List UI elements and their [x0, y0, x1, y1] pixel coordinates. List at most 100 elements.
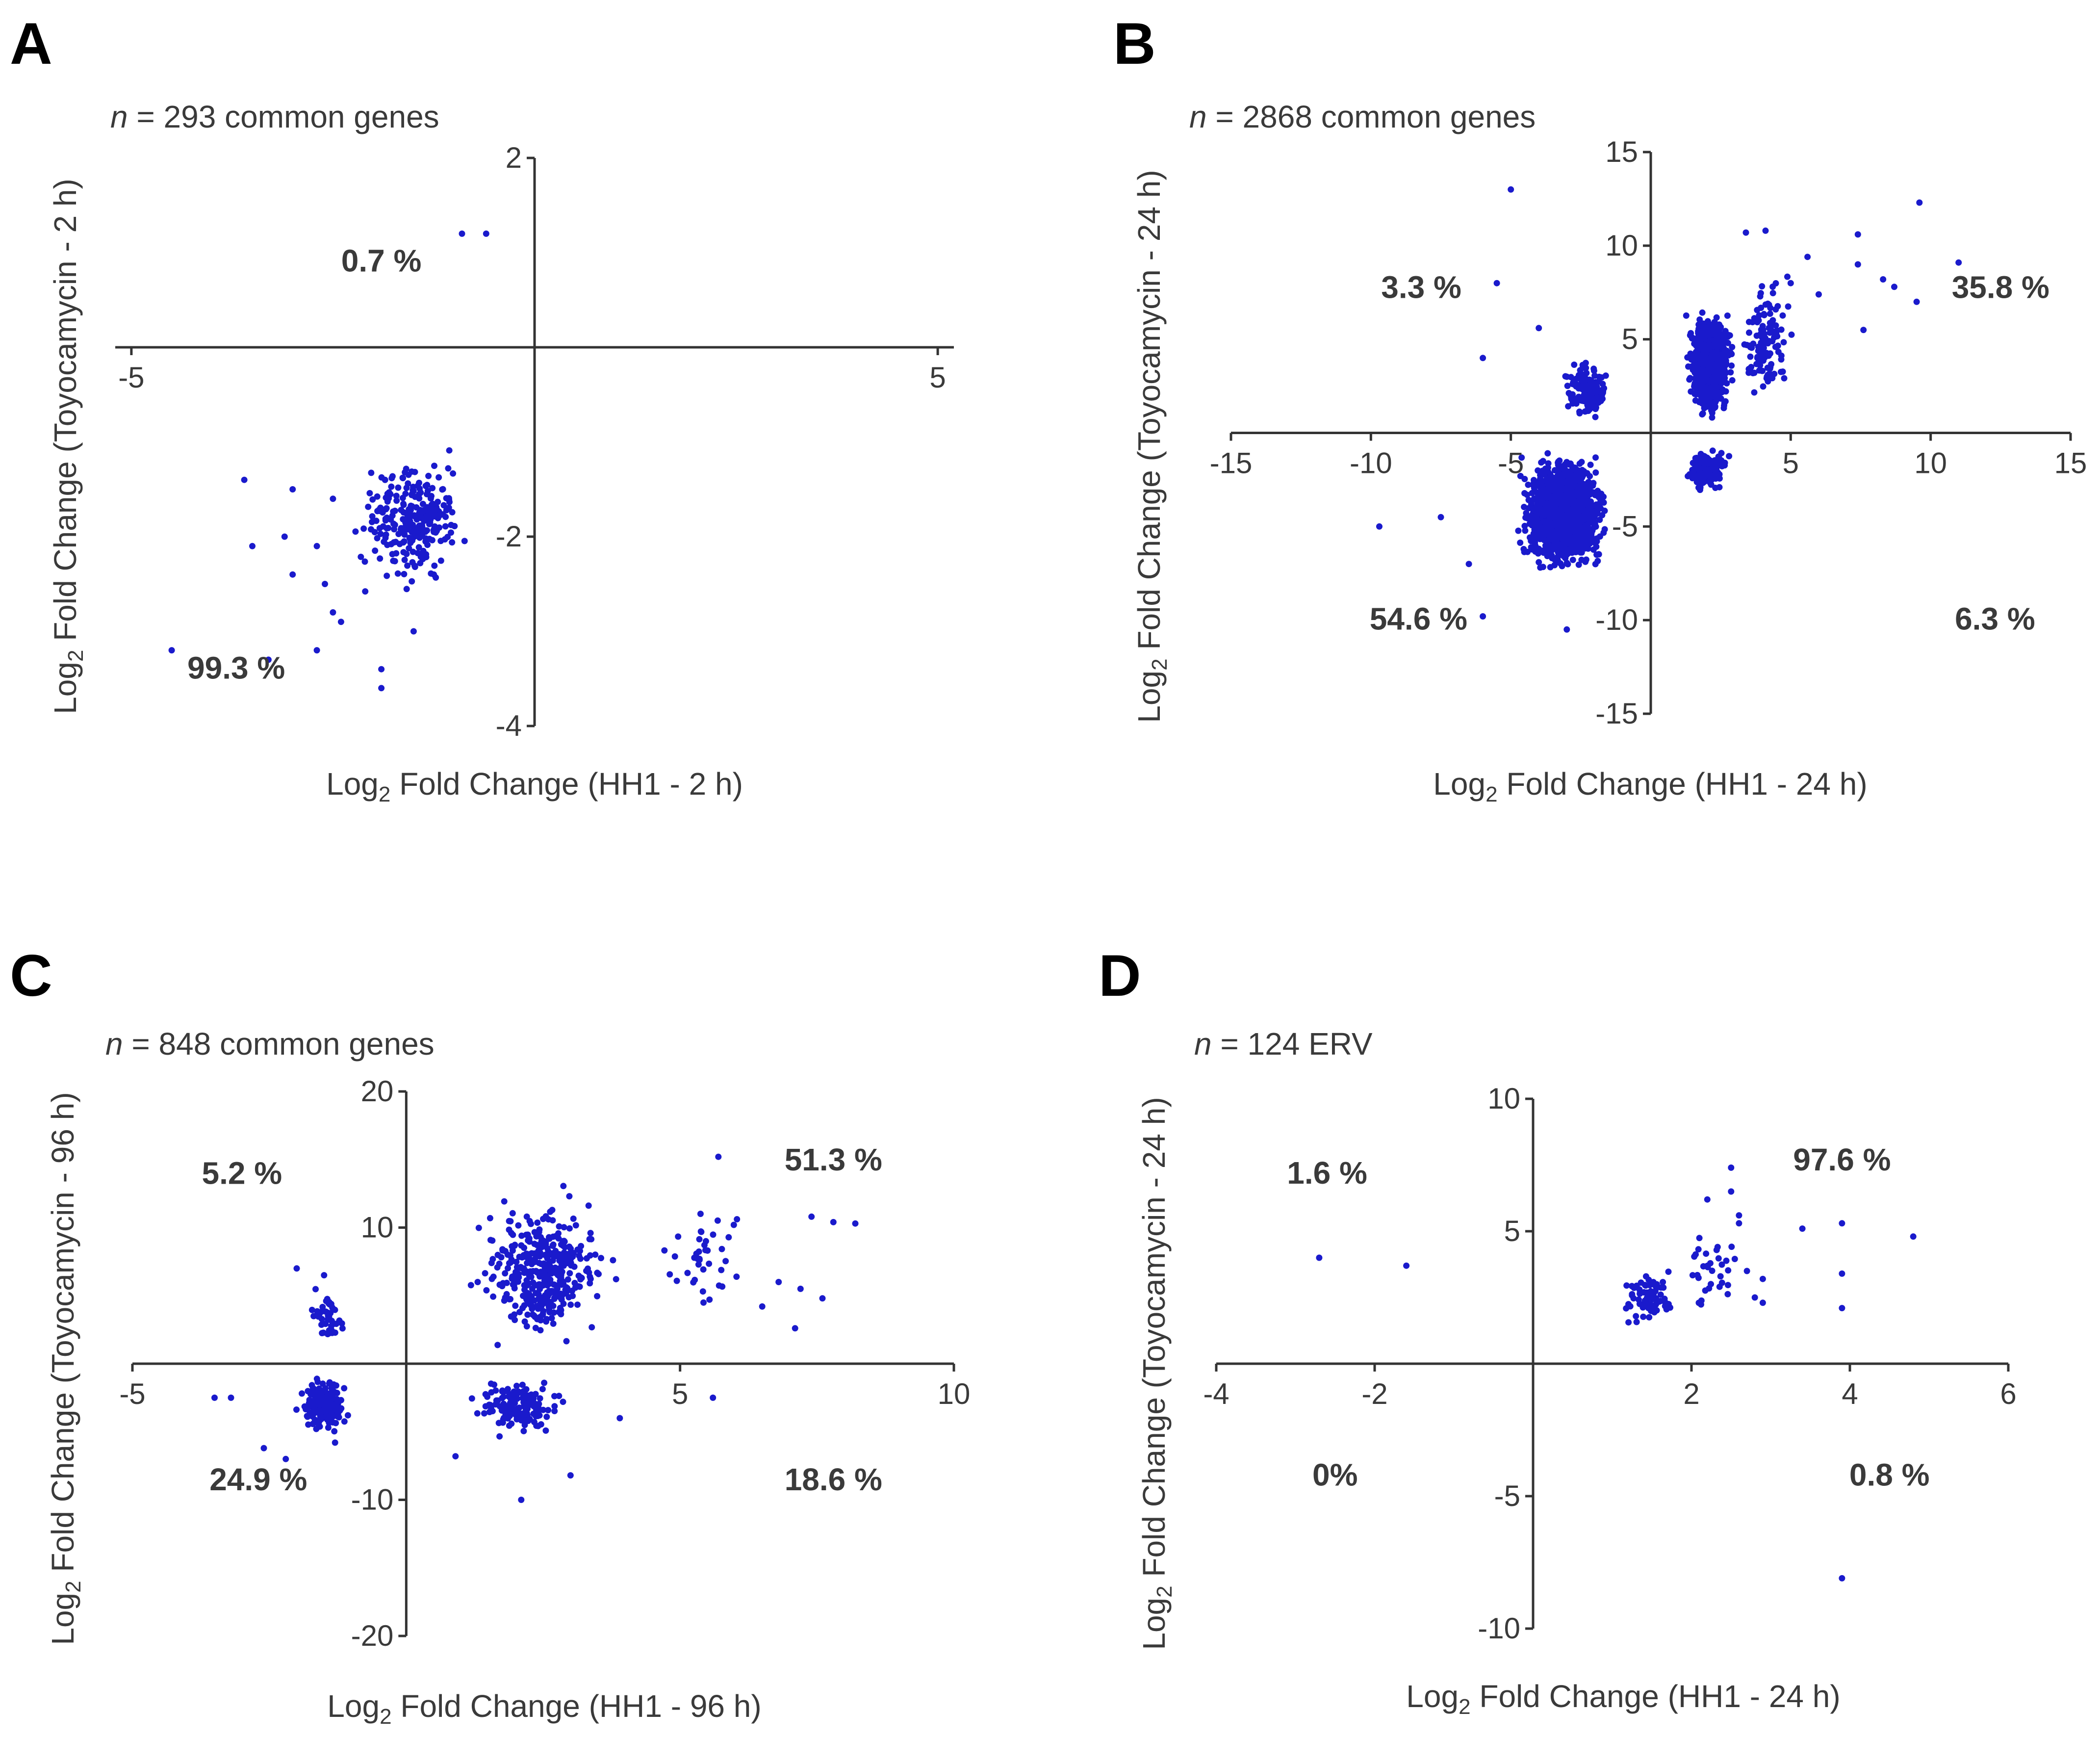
data-point: [1759, 283, 1766, 290]
data-point: [1583, 556, 1589, 563]
data-point: [610, 1257, 616, 1264]
data-point: [1695, 328, 1702, 335]
data-point: [1569, 397, 1576, 404]
subtitle: n = 848 common genes: [105, 1026, 435, 1062]
subtitle-text: = 2868 common genes: [1207, 99, 1536, 134]
data-point: [1784, 273, 1791, 280]
data-point: [508, 1230, 514, 1237]
data-point: [1717, 395, 1724, 402]
data-point: [1576, 408, 1583, 415]
data-point: [511, 1242, 518, 1249]
panel-c: C n = 848 common genes -5 5 10 20 10 -10 -20 5…: [10, 943, 970, 1729]
data-point: [539, 1386, 546, 1393]
data-point: [293, 1406, 300, 1413]
data-point: [576, 1283, 583, 1290]
data-point: [1726, 453, 1733, 460]
data-point: [521, 1286, 528, 1293]
data-point: [706, 1296, 713, 1303]
data-point: [1755, 347, 1762, 354]
data-point: [560, 1399, 566, 1405]
data-point: [1736, 1220, 1742, 1227]
data-point: [697, 1228, 704, 1235]
data-point: [1582, 507, 1589, 514]
data-point: [1541, 471, 1548, 478]
data-point: [1548, 473, 1555, 480]
data-point: [1715, 453, 1722, 460]
data-point: [551, 1393, 558, 1400]
subtitle: n = 124 ERV: [1194, 1026, 1373, 1062]
data-point: [415, 544, 422, 551]
x-axis-title: Log2 Fold Change (HH1 - 24 h): [1406, 1679, 1840, 1719]
data-point: [549, 1252, 556, 1259]
data-point: [1769, 317, 1776, 324]
data-point: [592, 1251, 599, 1258]
data-point: [1564, 383, 1571, 389]
panel-letter: D: [1099, 943, 1141, 1009]
data-point: [452, 1453, 459, 1460]
data-point: [1557, 560, 1564, 567]
data-point: [1539, 535, 1546, 542]
data-point: [1696, 1235, 1703, 1242]
data-point: [560, 1183, 567, 1190]
data-point: [1710, 350, 1716, 357]
data-point: [1567, 374, 1574, 381]
x-tick-label: -2: [1361, 1377, 1387, 1410]
data-point: [487, 1215, 493, 1221]
data-point: [319, 1414, 326, 1421]
data-point: [1815, 291, 1822, 298]
data-point: [1779, 312, 1786, 319]
data-point: [1376, 523, 1383, 530]
data-point: [523, 1231, 530, 1238]
data-point: [1719, 354, 1726, 361]
data-point: [1913, 298, 1920, 305]
data-point: [513, 1264, 520, 1270]
data-point: [1729, 344, 1736, 350]
data-point: [1709, 414, 1716, 421]
axes: [115, 158, 954, 726]
data-point: [1539, 458, 1546, 465]
data-point: [819, 1295, 826, 1302]
data-point: [506, 1413, 512, 1420]
data-point: [1663, 1306, 1670, 1313]
data-point: [616, 1415, 623, 1422]
data-point: [1536, 325, 1542, 332]
data-point: [1529, 490, 1536, 496]
data-point: [503, 1291, 510, 1297]
data-point: [488, 1389, 495, 1396]
data-point: [475, 1224, 482, 1231]
data-point: [718, 1267, 725, 1273]
data-point: [1724, 333, 1731, 340]
data-point: [520, 1427, 527, 1434]
data-point: [1560, 478, 1567, 485]
quadrant-percent-label: 35.8 %: [1952, 270, 2049, 305]
data-point: [435, 474, 442, 481]
data-point: [1629, 1292, 1636, 1299]
data-point: [1587, 473, 1593, 480]
data-point: [536, 1260, 542, 1267]
x-tick-label: -4: [1203, 1377, 1229, 1410]
data-point: [1695, 1246, 1702, 1253]
data-point: [1751, 389, 1758, 396]
data-point: [498, 1407, 505, 1414]
data-point: [1569, 492, 1576, 498]
data-point: [319, 1303, 326, 1310]
data-point: [365, 503, 372, 510]
data-point: [1728, 1244, 1735, 1250]
x-tick-label: 5: [1783, 447, 1799, 480]
data-point: [1544, 450, 1551, 457]
data-point: [1685, 473, 1691, 480]
data-point: [1623, 1282, 1630, 1289]
data-point: [1700, 391, 1707, 397]
data-point: [1697, 344, 1704, 351]
data-point: [550, 1233, 557, 1240]
data-point: [1711, 319, 1718, 325]
data-point: [521, 1410, 528, 1416]
quadrant-percent-label: 1.6 %: [1287, 1155, 1367, 1191]
data-point: [548, 1315, 555, 1322]
data-point: [1757, 290, 1764, 297]
data-point: [555, 1230, 562, 1237]
axes: [1216, 1099, 2008, 1629]
data-point: [483, 230, 489, 237]
data-point: [461, 538, 468, 544]
data-point: [374, 535, 381, 542]
